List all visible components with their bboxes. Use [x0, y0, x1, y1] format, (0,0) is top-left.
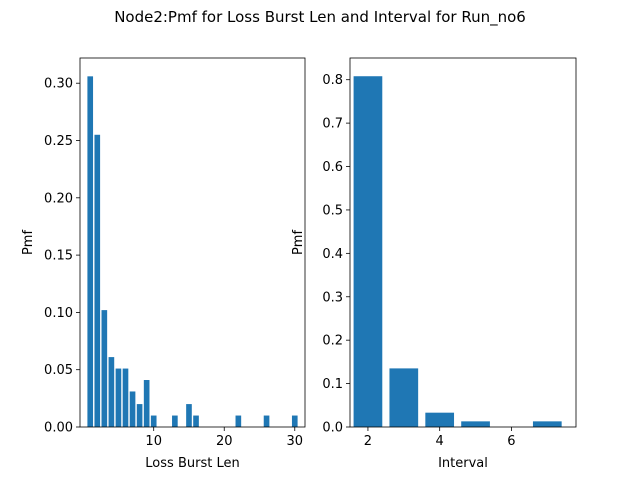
y-tick-label: 0.4 — [322, 247, 343, 262]
loss-burst-len-axes-frame — [79, 57, 306, 428]
loss-burst-len-bar — [122, 368, 129, 427]
loss-burst-len-bar — [94, 134, 101, 427]
loss-burst-len-bar — [115, 368, 122, 427]
loss-burst-len-plot: 0.00 0.05 0.10 0.15 0.20 0.25 0.30 10 20 30 Loss B… — [21, 57, 306, 471]
y-tick-label: 0.5 — [322, 203, 343, 218]
loss-burst-len-bar — [263, 415, 270, 427]
y-axis-label: Pmf — [21, 230, 36, 256]
y-tick-label: 0.10 — [44, 306, 73, 321]
loss-burst-len-bar — [143, 380, 150, 427]
y-tick-label: 0.2 — [322, 334, 343, 349]
y-tick-label: 0.7 — [322, 117, 343, 132]
y-tick-label: 0.30 — [44, 77, 73, 92]
interval-bar — [532, 421, 562, 427]
x-tick-label: 30 — [286, 434, 303, 449]
interval-bar — [425, 412, 455, 427]
y-tick-label: 0.15 — [44, 249, 73, 264]
loss-burst-len-bar — [291, 415, 298, 427]
x-tick-label: 2 — [364, 434, 372, 449]
y-tick-label: 0.00 — [44, 421, 73, 436]
x-tick-label: 20 — [216, 434, 233, 449]
interval-bar — [389, 368, 419, 427]
x-axis-label: Interval — [438, 456, 488, 471]
interval-bar — [461, 421, 490, 427]
x-tick-label: 10 — [145, 434, 162, 449]
loss-burst-len-bar — [193, 415, 199, 427]
y-tick-label: 0.6 — [322, 160, 343, 175]
loss-burst-len-bar — [136, 404, 143, 427]
loss-burst-len-bar — [129, 391, 136, 427]
y-tick-label: 0.25 — [44, 134, 73, 149]
x-tick-label: 6 — [507, 434, 515, 449]
interval-axes-frame — [349, 57, 577, 428]
y-axis-label: Pmf — [291, 230, 306, 256]
loss-burst-len-bar — [150, 415, 157, 427]
y-tick-label: 0.8 — [322, 73, 343, 88]
loss-burst-len-bar — [87, 76, 94, 428]
figure-title: Node2:Pmf for Loss Burst Len and Interva… — [114, 8, 526, 27]
y-tick-label: 0.20 — [44, 191, 73, 206]
loss-burst-len-bar — [108, 357, 115, 427]
interval-plot: 0.0 0.1 0.2 0.3 0.4 0.5 0.6 0.7 0.8 2 4 6 Interval Pm… — [291, 57, 577, 471]
y-tick-label: 0.3 — [322, 290, 343, 305]
loss-burst-len-bar — [101, 310, 108, 427]
loss-burst-len-bar — [172, 415, 178, 427]
loss-burst-len-bar — [186, 404, 192, 427]
y-tick-label: 0.05 — [44, 363, 73, 378]
y-tick-label: 0.0 — [322, 421, 343, 436]
x-axis-label: Loss Burst Len — [145, 456, 239, 471]
x-tick-label: 4 — [436, 434, 444, 449]
y-tick-label: 0.1 — [322, 377, 343, 392]
loss-burst-len-bar — [235, 415, 242, 427]
interval-bar — [353, 76, 383, 427]
